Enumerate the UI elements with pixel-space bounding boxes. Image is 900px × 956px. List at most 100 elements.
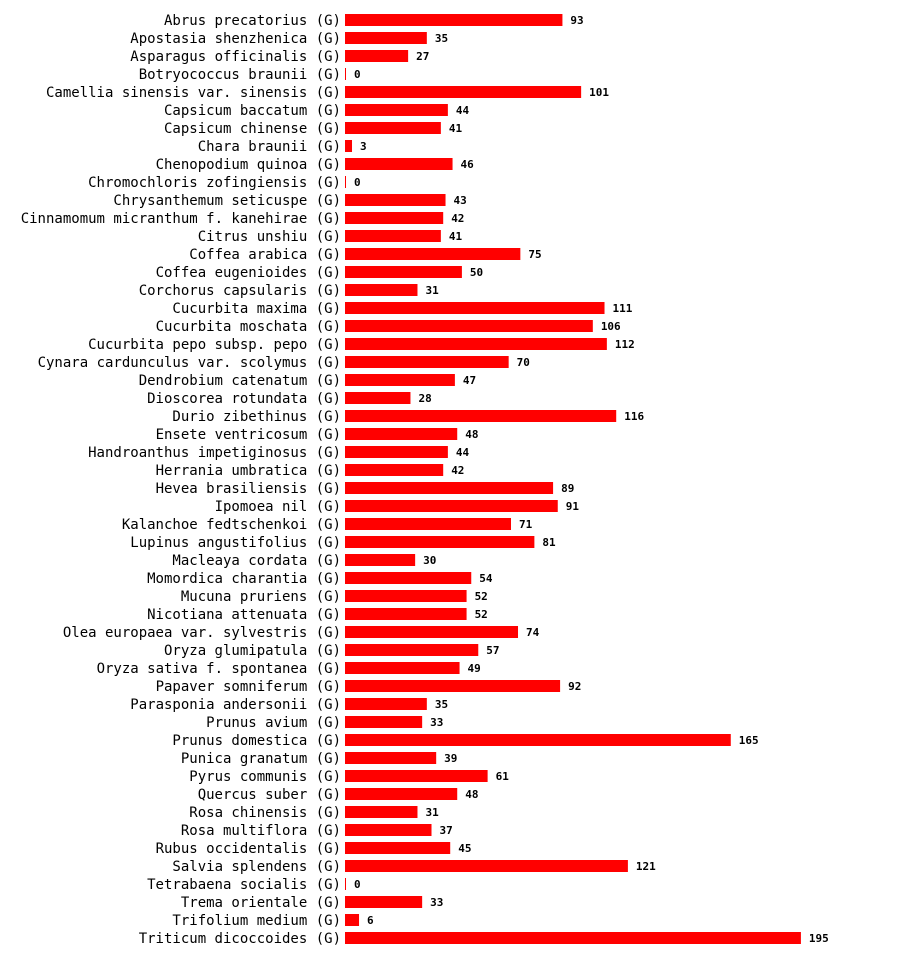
bar (345, 824, 432, 836)
category-label: Chara braunii (G) (198, 139, 341, 155)
value-label: 52 (475, 590, 488, 603)
category-label: Apostasia shenzhenica (G) (130, 31, 341, 47)
category-label: Momordica charantia (G) (147, 571, 341, 587)
category-label: Chenopodium quinoa (G) (156, 157, 341, 173)
bar (345, 662, 460, 674)
value-label: 52 (475, 608, 488, 621)
category-label: Oryza sativa f. spontanea (G) (97, 661, 341, 677)
bar (345, 320, 593, 332)
category-label: Cynara cardunculus var. scolymus (G) (38, 355, 341, 371)
category-label: Oryza glumipatula (G) (164, 643, 341, 659)
category-label: Camellia sinensis var. sinensis (G) (46, 85, 341, 101)
value-label: 57 (486, 644, 499, 657)
value-label: 48 (465, 788, 478, 801)
bar (345, 716, 423, 728)
bar (345, 752, 437, 764)
bar (345, 104, 448, 116)
value-label: 49 (468, 662, 481, 675)
bar (345, 302, 605, 314)
value-label: 31 (425, 806, 439, 819)
bar (345, 176, 346, 188)
value-label: 93 (570, 14, 583, 27)
category-label: Rosa multiflora (G) (181, 823, 341, 839)
bar (345, 860, 628, 872)
category-label: Capsicum baccatum (G) (164, 103, 341, 119)
category-label: Capsicum chinense (G) (164, 121, 341, 137)
value-label: 61 (496, 770, 510, 783)
value-label: 43 (454, 194, 467, 207)
bar (345, 896, 423, 908)
value-label: 37 (440, 824, 453, 837)
bar (345, 932, 801, 944)
bar (345, 158, 453, 170)
value-label: 41 (449, 230, 463, 243)
category-label: Tetrabaena socialis (G) (147, 877, 341, 893)
category-label: Pyrus communis (G) (189, 769, 341, 785)
value-label: 92 (568, 680, 581, 693)
bar (345, 680, 561, 692)
bar (345, 266, 462, 278)
bar (345, 698, 427, 710)
value-label: 75 (528, 248, 541, 261)
bar (345, 284, 418, 296)
value-label: 48 (465, 428, 478, 441)
bar (345, 230, 441, 242)
value-label: 70 (517, 356, 530, 369)
bar (345, 590, 467, 602)
bar (345, 248, 521, 260)
value-label: 195 (809, 932, 829, 945)
category-label: Papaver somniferum (G) (156, 679, 341, 695)
bar (345, 338, 607, 350)
value-label: 44 (456, 104, 470, 117)
bar (345, 554, 416, 566)
bar (345, 428, 458, 440)
category-label: Parasponia andersonii (G) (130, 697, 341, 713)
bar (345, 914, 360, 926)
category-label: Quercus suber (G) (198, 787, 341, 803)
value-label: 0 (354, 878, 361, 891)
bar (345, 140, 353, 152)
bar (345, 212, 444, 224)
value-label: 89 (561, 482, 574, 495)
category-label: Punica granatum (G) (181, 751, 341, 767)
category-label: Cinnamomum micranthum f. kanehirae (G) (21, 211, 341, 227)
bar (345, 446, 448, 458)
bar (345, 374, 455, 386)
value-label: 35 (435, 32, 448, 45)
category-label: Herrania umbratica (G) (156, 463, 341, 479)
bar (345, 482, 554, 494)
bar (345, 464, 444, 476)
bar (345, 608, 467, 620)
value-label: 121 (636, 860, 656, 873)
category-label: Citrus unshiu (G) (198, 229, 341, 245)
bar (345, 572, 472, 584)
value-label: 27 (416, 50, 429, 63)
value-label: 35 (435, 698, 448, 711)
bar (345, 770, 488, 782)
category-label: Handroanthus impetiginosus (G) (88, 445, 341, 461)
bar (345, 392, 411, 404)
category-label: Rubus occidentalis (G) (156, 841, 341, 857)
category-label: Coffea arabica (G) (189, 247, 341, 263)
value-label: 81 (542, 536, 556, 549)
value-label: 112 (615, 338, 635, 351)
category-label: Asparagus officinalis (G) (130, 49, 341, 65)
category-label: Botryococcus braunii (G) (139, 67, 341, 83)
value-label: 33 (430, 716, 443, 729)
value-label: 50 (470, 266, 483, 279)
value-label: 91 (566, 500, 580, 513)
category-label: Olea europaea var. sylvestris (G) (63, 625, 341, 641)
value-label: 106 (601, 320, 621, 333)
category-label: Durio zibethinus (G) (172, 409, 341, 425)
category-label: Kalanchoe fedtschenkoi (G) (122, 517, 341, 533)
bar (345, 734, 731, 746)
bar (345, 500, 558, 512)
value-label: 101 (589, 86, 609, 99)
category-label: Rosa chinensis (G) (189, 805, 341, 821)
category-label: Corchorus capsularis (G) (139, 283, 341, 299)
value-label: 31 (425, 284, 439, 297)
category-label: Dioscorea rotundata (G) (147, 391, 341, 407)
category-label: Prunus avium (G) (206, 715, 341, 731)
bar (345, 518, 511, 530)
